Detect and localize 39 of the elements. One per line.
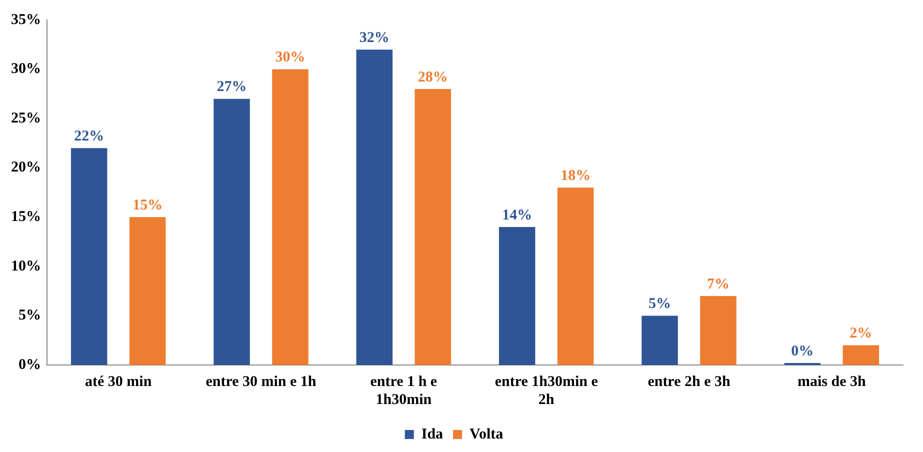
data-label: 32% bbox=[359, 30, 390, 46]
data-label: 27% bbox=[216, 79, 247, 96]
y-tick-label: 10% bbox=[11, 258, 41, 274]
x-tick-label: entre 1 h e 1h30min bbox=[370, 374, 438, 408]
y-tick-label: 20% bbox=[11, 160, 41, 176]
bar bbox=[414, 89, 452, 365]
y-tick-label: 15% bbox=[11, 209, 41, 226]
x-tick-label: entre 1h30min e 2h bbox=[494, 374, 598, 408]
data-label: 30% bbox=[275, 50, 306, 66]
x-tick-label: mais de 3h bbox=[797, 374, 866, 390]
x-tick-label: até 30 min bbox=[84, 374, 152, 390]
y-tick-label: 35% bbox=[11, 12, 41, 28]
x-tick-label: entre 2h e 3h bbox=[648, 374, 731, 390]
data-label: 14% bbox=[502, 207, 532, 224]
x-tick-label: entre 30 min e 1h bbox=[206, 374, 317, 390]
bar bbox=[356, 50, 393, 365]
bar bbox=[272, 69, 308, 365]
y-tick-label: 25% bbox=[11, 110, 41, 126]
bar bbox=[129, 217, 166, 365]
data-label: 2% bbox=[850, 326, 872, 342]
data-label: 22% bbox=[74, 128, 104, 145]
legend-label: Volta bbox=[470, 426, 504, 442]
data-label: 5% bbox=[648, 296, 672, 312]
y-tick-label: 30% bbox=[11, 61, 41, 78]
data-label: 7% bbox=[706, 276, 730, 292]
bar bbox=[214, 98, 250, 365]
bar bbox=[642, 316, 678, 365]
bar bbox=[498, 227, 536, 365]
y-tick-label: 5% bbox=[18, 308, 41, 324]
data-label: 15% bbox=[132, 198, 163, 214]
bar bbox=[842, 345, 880, 365]
bar bbox=[557, 188, 594, 365]
data-label: 18% bbox=[560, 168, 591, 184]
data-label: 28% bbox=[418, 69, 448, 86]
y-tick-label: 0% bbox=[18, 356, 41, 373]
data-label: 0% bbox=[791, 343, 814, 360]
legend-label: Ida bbox=[421, 426, 444, 442]
bar bbox=[70, 148, 108, 365]
bar bbox=[700, 296, 736, 365]
